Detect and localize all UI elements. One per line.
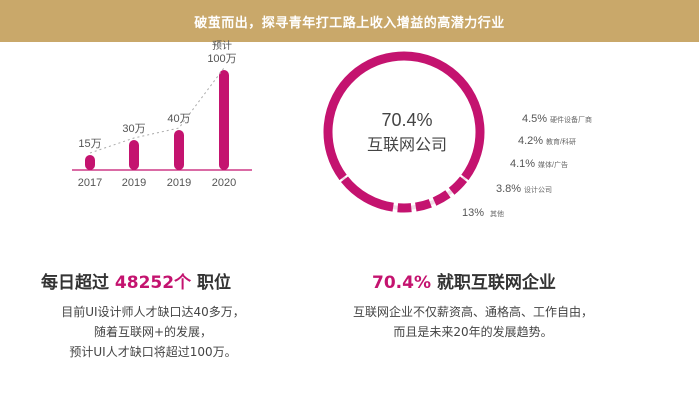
- slice-arc: [414, 199, 432, 212]
- center-label: 互联网公司: [367, 136, 447, 154]
- bar-value-label: 30万: [122, 123, 145, 135]
- employment-percent: 70.4%: [372, 273, 431, 293]
- slice-name-label: 其他: [490, 209, 504, 218]
- heading-suffix: 职位: [191, 273, 231, 293]
- bar-value-label: 预计: [212, 39, 232, 52]
- heading-suffix: 就职互联网企业: [430, 273, 556, 293]
- center-percent: 70.4%: [381, 110, 432, 130]
- jobs-count: 48252个: [114, 273, 192, 293]
- slice-value-label: 4.1%: [510, 158, 535, 170]
- bar: [174, 130, 184, 170]
- slice-arc: [448, 176, 468, 195]
- industry-ring-chart: 70.4% 互联网公司 4.5% 硬件设备厂商 4.2% 教育/科研 4.1% 媒体/广告 3.…: [323, 51, 592, 219]
- internet-description: 互联网企业不仅薪资高、通格高、工作自由， 而且是未来20年的发展趋势。: [328, 302, 618, 342]
- bar: [219, 70, 229, 170]
- x-tick-label: 2019: [122, 177, 146, 189]
- header-banner: 破茧而出，探寻青年打工路上收入增益的高潜力行业: [0, 0, 699, 42]
- main-slice-arc: [323, 51, 485, 181]
- page-title: 破茧而出，探寻青年打工路上收入增益的高潜力行业: [194, 15, 505, 31]
- slice-name-label: 硬件设备厂商: [550, 115, 592, 124]
- desc-line: 预计UI人才缺口将超过100万。: [69, 345, 237, 359]
- daily-jobs-heading: 每日超过 48252个 职位: [41, 268, 231, 293]
- x-tick-label: 2017: [78, 177, 102, 189]
- heading-prefix: 每日超过: [41, 273, 115, 293]
- slice-name-label: 教育/科研: [546, 137, 576, 146]
- job-gap-description: 目前UI设计师人才缺口达40多万， 随着互联网+的发展， 预计UI人才缺口将超过…: [38, 302, 268, 362]
- bar: [85, 155, 95, 170]
- slice-value-label: 4.5%: [522, 113, 547, 125]
- slice-arc: [340, 176, 394, 212]
- slice-value-label: 13%: [462, 207, 484, 219]
- bar-value-label: 15万: [78, 138, 101, 150]
- trend-line: [89, 67, 225, 154]
- desc-line: 随着互联网+的发展，: [93, 325, 213, 339]
- slice-name-label: 设计公司: [524, 185, 552, 194]
- slice-value-label: 3.8%: [496, 183, 521, 195]
- internet-employment-heading: 70.4% 就职互联网企业: [372, 268, 556, 293]
- slice-value-label: 4.2%: [518, 135, 543, 147]
- desc-line: 目前UI设计师人才缺口达40多万，: [61, 305, 245, 319]
- slice-name-label: 媒体/广告: [538, 160, 568, 169]
- slice-arc: [432, 190, 451, 206]
- bar: [129, 140, 139, 170]
- bar-value-label: 40万: [167, 113, 190, 125]
- desc-line: 互联网企业不仅薪资高、通格高、工作自由，: [352, 305, 593, 319]
- x-tick-label: 2019: [167, 177, 191, 189]
- bar-value-label: 100万: [207, 53, 236, 65]
- x-tick-label: 2020: [212, 177, 236, 189]
- desc-line: 而且是未来20年的发展趋势。: [393, 325, 553, 339]
